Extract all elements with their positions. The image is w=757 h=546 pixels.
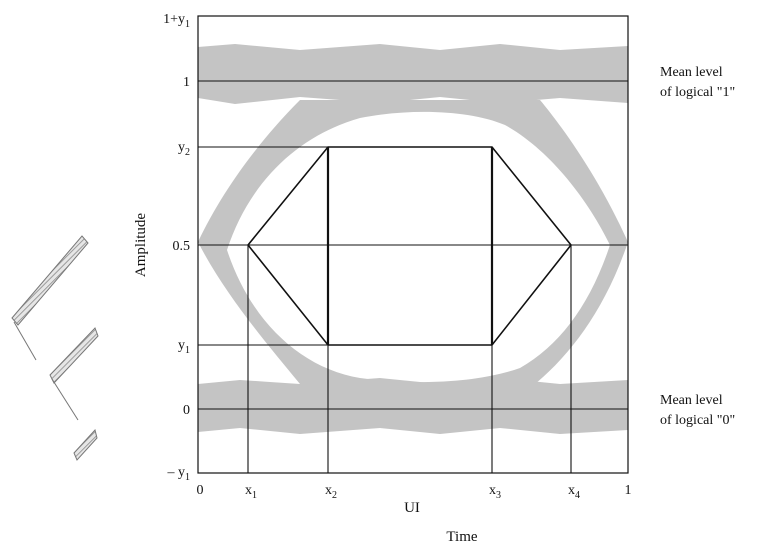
eye-mask-hexagon xyxy=(246,146,573,346)
y-tick-labels: 1+y1 1 y2 0.5 y1 0 – y1 xyxy=(163,12,190,483)
y-tick-half: 0.5 xyxy=(173,239,191,254)
y-axis-title: Amplitude xyxy=(133,213,149,278)
waveform-edge-1 xyxy=(11,235,89,326)
y-tick-1-plus-y1: 1+y1 xyxy=(163,12,190,30)
x-tick-x4: x4 xyxy=(568,483,580,501)
y-tick-y2: y2 xyxy=(178,140,190,158)
x-tick-x3: x3 xyxy=(489,483,501,501)
x-tick-labels: 0 x1 x2 x3 x4 1 xyxy=(197,483,632,501)
y-tick-0: 0 xyxy=(183,403,190,418)
waveform-fall-1 xyxy=(13,321,37,361)
waveform-sketch xyxy=(11,235,99,461)
waveform-edge-2 xyxy=(49,327,99,384)
annotation-one-line2: of logical "1" xyxy=(660,85,735,100)
annotation-zero-line1: Mean level xyxy=(660,393,723,408)
eye-band xyxy=(198,44,628,434)
annotation-logical-zero: Mean level of logical "0" xyxy=(660,393,735,428)
annotation-logical-one: Mean level of logical "1" xyxy=(660,65,735,100)
annotation-one-line1: Mean level xyxy=(660,65,723,80)
annotation-zero-line2: of logical "0" xyxy=(660,413,735,428)
eye-band-top xyxy=(198,44,628,104)
waveform-fall-2 xyxy=(51,378,79,421)
eye-band-bottom xyxy=(198,378,628,434)
x-tick-0: 0 xyxy=(197,483,204,498)
caption-time: Time xyxy=(446,529,477,545)
x-tick-x2: x2 xyxy=(325,483,337,501)
x-tick-1: 1 xyxy=(625,483,632,498)
y-tick-y1: y1 xyxy=(178,338,190,356)
eye-band-crossing xyxy=(198,100,628,384)
x-axis-title: UI xyxy=(404,500,420,516)
reference-lines xyxy=(198,80,628,410)
x-tick-x1: x1 xyxy=(245,483,257,501)
y-tick-minus-y1: – y1 xyxy=(167,465,191,483)
y-tick-1: 1 xyxy=(183,75,190,90)
waveform-edge-3 xyxy=(73,428,98,461)
